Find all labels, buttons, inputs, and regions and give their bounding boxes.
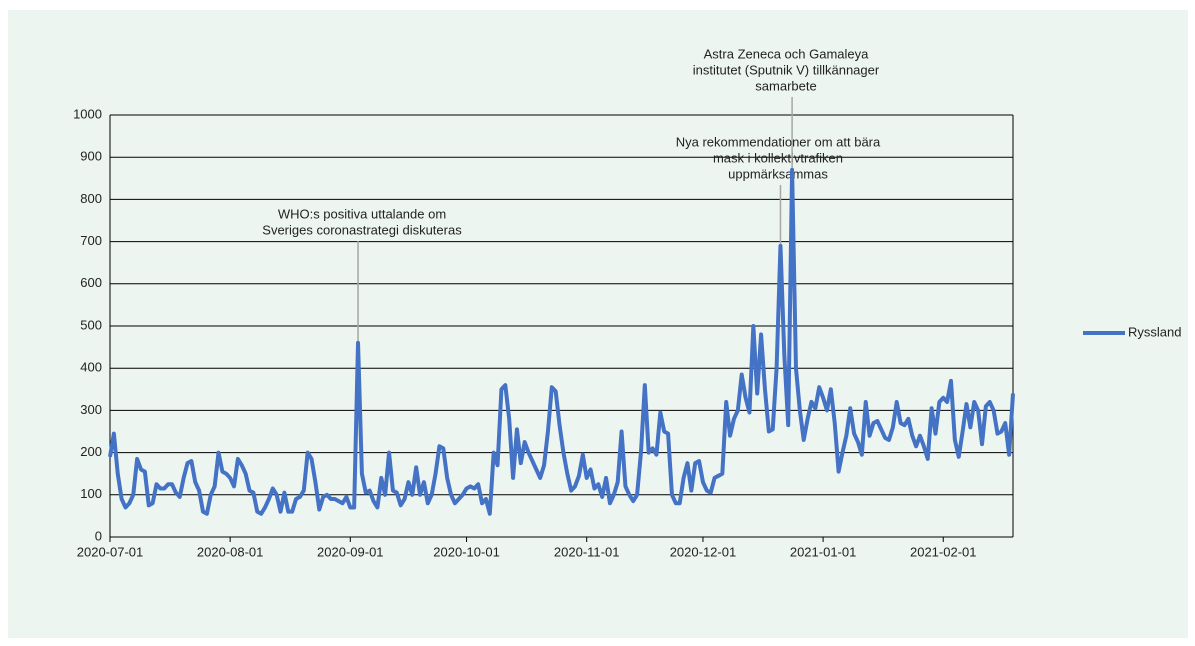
annotation-text: Astra Zeneca och Gamaleya <box>704 46 870 61</box>
y-tick-label: 800 <box>80 191 102 206</box>
y-tick-label: 500 <box>80 317 102 332</box>
series-line <box>108 167 1015 516</box>
x-tick-label: 2020-09-01 <box>317 544 384 559</box>
annotation-text: Sveriges coronastrategi diskuteras <box>262 222 462 237</box>
y-tick-label: 200 <box>80 444 102 459</box>
x-tick-label: 2020-08-01 <box>197 544 264 559</box>
y-tick-label: 600 <box>80 275 102 290</box>
annotation-text: institutet (Sputnik V) tillkännager <box>693 62 880 77</box>
annotation-text: uppmärksammas <box>728 166 828 181</box>
annotation-text: WHO:s positiva uttalande om <box>278 206 446 221</box>
y-tick-label: 400 <box>80 360 102 375</box>
y-tick-label: 1000 <box>73 106 102 121</box>
annotation-text: samarbete <box>755 78 816 93</box>
x-tick-label: 2020-11-01 <box>554 544 620 559</box>
x-tick-label: 2020-10-01 <box>433 544 500 559</box>
x-tick-label: 2020-12-01 <box>670 544 737 559</box>
y-tick-label: 700 <box>80 233 102 248</box>
legend-label: Ryssland <box>1128 324 1181 339</box>
x-tick-label: 2021-02-01 <box>910 544 977 559</box>
x-tick-label: 2020-07-01 <box>77 544 144 559</box>
y-tick-label: 900 <box>80 149 102 164</box>
y-tick-label: 300 <box>80 402 102 417</box>
annotation-text: Nya rekommendationer om att bära <box>676 134 881 149</box>
y-tick-label: 100 <box>80 486 102 501</box>
y-tick-label: 0 <box>95 528 102 543</box>
x-tick-label: 2021-01-01 <box>790 544 857 559</box>
annotation-text: mask i kollektivtrafiken <box>713 150 843 165</box>
